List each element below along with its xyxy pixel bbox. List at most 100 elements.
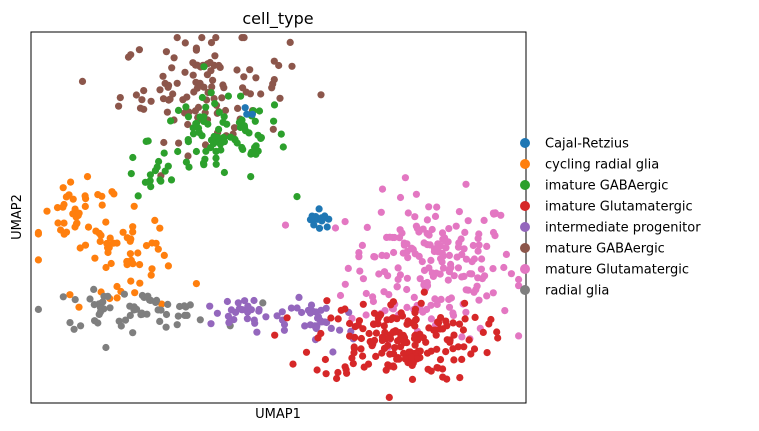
point-imature-gabaergic [212,154,220,162]
point-imature-gabaergic [202,147,210,155]
point-cycling-radial-glia [81,241,90,249]
point-cycling-radial-glia [106,234,114,242]
point-cycling-radial-glia [84,223,93,231]
point-mature-glutamatergic [454,264,462,272]
point-mature-glutamatergic [362,289,370,298]
point-mature-glutamatergic [474,247,482,255]
point-radial-glia [164,300,172,308]
point-imature-gabaergic [142,137,150,145]
point-imature-gabaergic [238,116,246,124]
point-mature-gabaergic [170,54,178,62]
point-intermediate-progenitor [280,320,289,329]
point-imature-gabaergic [254,131,262,139]
legend-label: mature Glutamatergic [545,263,689,278]
point-mature-glutamatergic [454,243,463,251]
legend-label: intermediate progenitor [545,221,701,236]
point-radial-glia [96,308,104,316]
point-mature-glutamatergic [375,270,383,278]
legend: Cajal-Retzius cycling radial glia imature … [520,137,701,299]
point-mature-glutamatergic [489,209,497,217]
point-imature-gabaergic [192,147,200,156]
point-imature-glutamatergic [411,305,420,313]
point-mature-glutamatergic [433,203,441,211]
point-mature-glutamatergic [442,244,450,252]
point-mature-glutamatergic [500,263,508,272]
point-mature-glutamatergic [458,250,466,259]
point-radial-glia [259,299,267,307]
point-mature-gabaergic [162,48,170,56]
point-cycling-radial-glia [104,248,112,257]
point-imature-gabaergic [167,117,175,125]
point-radial-glia [117,322,125,330]
x-axis-label: UMAP1 [255,407,301,422]
point-imature-glutamatergic [479,328,487,336]
point-imature-gabaergic [215,108,223,116]
point-mature-glutamatergic [431,295,439,303]
point-imature-glutamatergic [417,299,425,307]
point-imature-glutamatergic [442,348,450,356]
point-imature-gabaergic [245,129,253,137]
point-mature-glutamatergic [464,217,472,225]
point-radial-glia [71,296,79,304]
point-radial-glia [129,329,137,337]
point-mature-gabaergic [132,91,140,99]
point-cycling-radial-glia [160,251,168,259]
point-intermediate-progenitor [327,324,335,332]
point-imature-gabaergic [220,168,228,177]
point-radial-glia [183,311,191,319]
point-imature-glutamatergic [289,360,297,368]
legend-marker [520,243,530,253]
point-imature-gabaergic [189,130,198,138]
point-imature-glutamatergic [437,314,445,322]
point-imature-gabaergic [174,106,183,114]
point-mature-gabaergic [159,95,168,103]
point-imature-glutamatergic [459,326,467,334]
point-cycling-radial-glia [136,261,144,269]
point-imature-glutamatergic [434,364,442,372]
point-cycling-radial-glia [96,237,104,245]
point-mature-gabaergic [221,106,230,115]
point-mature-glutamatergic [501,307,509,315]
point-imature-glutamatergic [483,349,491,357]
point-mature-glutamatergic [437,295,445,303]
legend-marker [520,264,530,274]
point-mature-glutamatergic [469,241,477,250]
point-imature-glutamatergic [350,349,358,357]
point-imature-glutamatergic [327,314,335,322]
point-mature-gabaergic [286,38,294,47]
point-mature-gabaergic [270,57,278,65]
point-mature-glutamatergic [341,218,349,226]
point-mature-gabaergic [140,105,148,113]
point-mature-gabaergic [166,95,174,103]
point-cycling-radial-glia [119,228,127,236]
point-imature-glutamatergic [334,315,342,323]
point-intermediate-progenitor [224,312,232,320]
point-cycling-radial-glia [67,178,75,186]
legend-marker [520,180,530,190]
point-radial-glia [99,298,107,306]
point-imature-glutamatergic [384,361,392,369]
point-intermediate-progenitor [243,315,251,323]
point-imature-glutamatergic [493,328,501,336]
point-imature-glutamatergic [458,355,466,363]
point-imature-gabaergic [215,125,223,133]
point-radial-glia [157,306,165,314]
legend-marker [520,222,530,232]
point-radial-glia [59,293,67,301]
point-imature-gabaergic [200,161,208,169]
point-mature-glutamatergic [474,274,482,282]
point-imature-glutamatergic [432,331,440,339]
point-imature-gabaergic [182,158,190,166]
point-mature-gabaergic [218,94,226,102]
point-intermediate-progenitor [262,313,270,321]
point-imature-glutamatergic [313,366,321,374]
point-cycling-radial-glia [129,223,137,231]
point-mature-gabaergic [173,79,181,87]
point-intermediate-progenitor [278,308,286,316]
point-mature-gabaergic [181,39,189,47]
point-imature-glutamatergic [395,355,403,363]
point-mature-glutamatergic [483,242,491,250]
point-mature-glutamatergic [515,275,523,284]
point-cycling-radial-glia [81,202,89,210]
legend-marker [520,285,530,295]
